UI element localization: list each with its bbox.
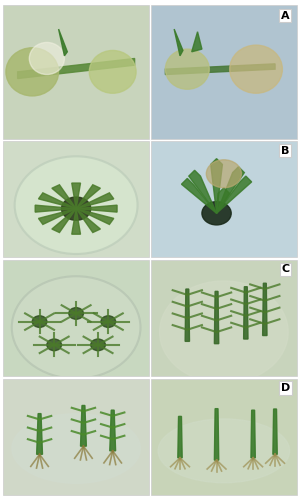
Polygon shape (273, 409, 277, 455)
Polygon shape (182, 178, 217, 214)
Text: D: D (281, 383, 290, 393)
Polygon shape (37, 414, 43, 455)
FancyBboxPatch shape (151, 141, 297, 258)
Circle shape (206, 160, 242, 188)
Circle shape (32, 316, 47, 328)
Polygon shape (217, 167, 244, 214)
Circle shape (160, 281, 288, 383)
Polygon shape (80, 406, 86, 446)
FancyBboxPatch shape (3, 5, 149, 138)
Circle shape (101, 316, 116, 328)
Polygon shape (76, 205, 117, 212)
Polygon shape (214, 408, 219, 460)
Circle shape (12, 276, 140, 378)
Ellipse shape (12, 414, 140, 484)
Polygon shape (192, 32, 202, 52)
Text: C: C (281, 264, 290, 274)
Circle shape (29, 42, 64, 74)
Ellipse shape (158, 419, 290, 483)
Polygon shape (76, 208, 114, 224)
Polygon shape (76, 184, 100, 208)
Polygon shape (214, 292, 219, 344)
Polygon shape (211, 158, 222, 214)
Circle shape (165, 49, 209, 89)
FancyBboxPatch shape (3, 260, 149, 376)
Polygon shape (38, 193, 76, 208)
Polygon shape (76, 208, 100, 233)
Polygon shape (76, 193, 114, 208)
FancyBboxPatch shape (151, 5, 297, 138)
Polygon shape (38, 208, 76, 224)
Polygon shape (35, 205, 76, 212)
Circle shape (91, 339, 105, 350)
FancyBboxPatch shape (151, 260, 297, 376)
Polygon shape (174, 29, 183, 56)
Polygon shape (217, 188, 230, 214)
Polygon shape (262, 283, 267, 336)
FancyBboxPatch shape (3, 141, 149, 258)
FancyBboxPatch shape (151, 378, 297, 495)
Polygon shape (189, 170, 217, 214)
Polygon shape (217, 176, 252, 214)
FancyBboxPatch shape (3, 378, 149, 495)
Polygon shape (185, 289, 190, 342)
Text: A: A (281, 10, 290, 20)
Polygon shape (52, 208, 76, 233)
Circle shape (6, 48, 59, 96)
Circle shape (47, 339, 61, 350)
Circle shape (61, 197, 91, 220)
Polygon shape (72, 183, 80, 208)
Polygon shape (178, 416, 182, 458)
Polygon shape (72, 208, 80, 234)
Circle shape (230, 45, 282, 93)
Polygon shape (251, 410, 255, 458)
Polygon shape (165, 64, 275, 74)
Polygon shape (58, 29, 67, 56)
Circle shape (69, 308, 83, 320)
Polygon shape (52, 184, 76, 208)
Text: B: B (281, 146, 290, 156)
Polygon shape (110, 410, 116, 451)
Circle shape (202, 202, 231, 225)
Circle shape (15, 156, 138, 254)
Polygon shape (244, 286, 248, 339)
Circle shape (89, 50, 136, 93)
Polygon shape (18, 58, 135, 78)
